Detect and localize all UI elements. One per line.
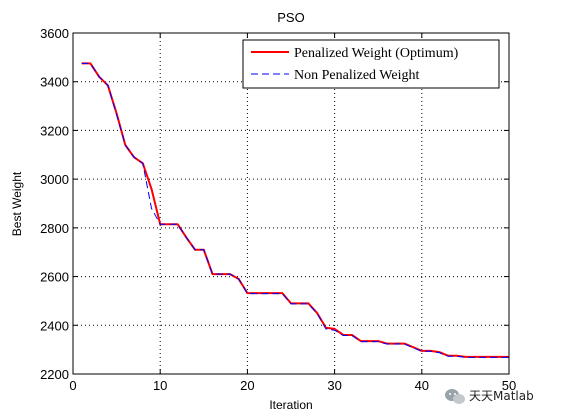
y-axis-label: Best Weight: [10, 171, 24, 236]
y-tick-label: 3600: [40, 26, 69, 41]
x-tick-label: 10: [153, 378, 167, 393]
wechat-icon: [445, 389, 465, 404]
x-tick-label: 20: [240, 378, 254, 393]
y-tick-label: 2800: [40, 221, 69, 236]
y-tick-label: 2400: [40, 318, 69, 333]
y-tick-label: 3000: [40, 172, 69, 187]
x-tick-label: 40: [415, 378, 429, 393]
series-line-non-penalized: [81, 62, 509, 358]
y-tick-label: 3400: [40, 75, 69, 90]
legend: Penalized Weight (Optimum) Non Penalized…: [242, 39, 500, 89]
watermark: 天天Matlab: [445, 389, 534, 404]
x-tick-label: 0: [69, 378, 76, 393]
ticks: 0 10 20 30 40 50 2200 2400 2600 2800 3000 3200 3400 3…: [40, 26, 516, 393]
legend-label-non-penalized: Non Penalized Weight: [294, 68, 419, 83]
grid: [73, 33, 509, 374]
plot-frame: [72, 32, 510, 375]
legend-box: [242, 39, 500, 89]
chart-title: PSO: [277, 10, 304, 25]
watermark-text: 天天Matlab: [469, 389, 534, 403]
x-tick-label: 30: [327, 378, 341, 393]
y-tick-label: 2200: [40, 367, 69, 382]
series-layer: [81, 62, 509, 358]
legend-label-penalized: Penalized Weight (Optimum): [294, 46, 459, 61]
x-axis-label: Iteration: [269, 398, 312, 412]
x-tick-label: 50: [502, 378, 516, 393]
y-tick-label: 2600: [40, 270, 69, 285]
plot-area: [73, 33, 509, 374]
y-tick-label: 3200: [40, 123, 69, 138]
